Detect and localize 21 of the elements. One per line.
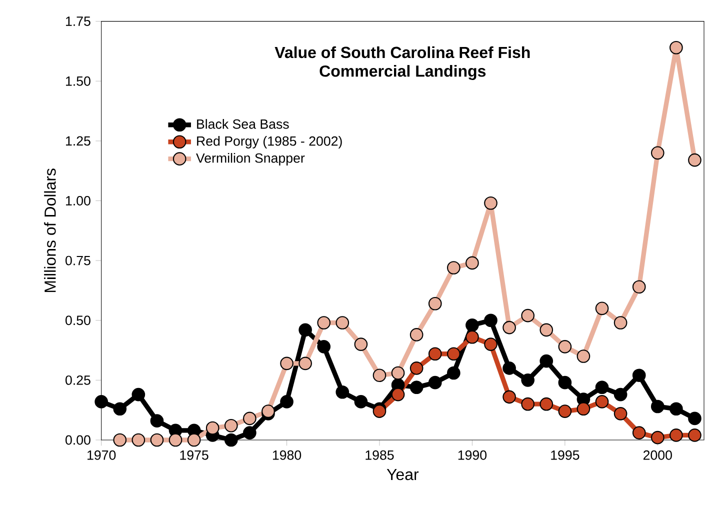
x-tick-label: 1990 [458,450,487,460]
y-tick-label: 0.00 [66,435,90,445]
y-tick-label: 1.25 [66,136,90,146]
legend-label: Red Porgy (1985 - 2002) [197,136,342,148]
y-tick-label: 0.75 [66,256,90,266]
y-tick-label: 1.50 [66,76,90,86]
legend-label: Black Sea Bass [197,119,289,129]
legend-label: Vermilion Snapper [196,153,305,166]
y-tick-label: 0.25 [66,375,90,385]
x-tick-label: 2000 [643,450,672,460]
x-tick-label: 1975 [180,450,208,460]
text: Value of South Carolina Reef Fish Commercial Landings [274,46,530,80]
x-tick-label: 1995 [551,450,580,460]
x-tick-label: 1980 [272,450,302,460]
y-axis-title: Millions of Dollars [44,168,56,292]
y-tick-label: 1.00 [66,196,90,206]
x-tick-label: 1985 [366,450,394,460]
y-tick-label: 1.75 [66,16,90,26]
x-axis-title: Year [386,468,419,480]
y-tick-label: 0.50 [66,316,90,326]
x-tick-label: 1970 [88,450,116,460]
